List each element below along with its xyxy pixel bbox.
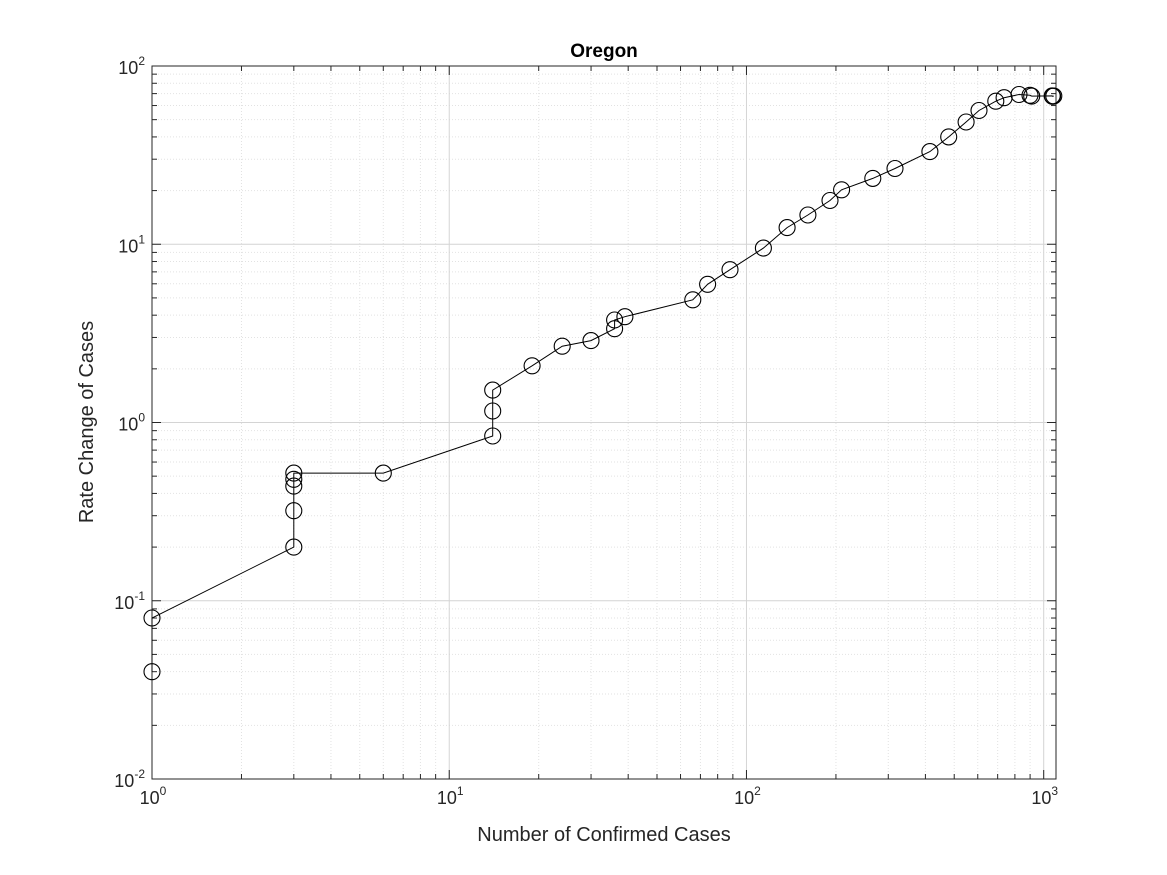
data-point <box>143 663 161 681</box>
data-point <box>1010 85 1028 104</box>
x-tick-label: 100 <box>140 784 167 808</box>
data-point <box>285 538 303 556</box>
data-point <box>374 464 392 482</box>
y-tick-label: 100 <box>118 411 145 435</box>
x-tick-label: 102 <box>734 784 761 808</box>
series-markers <box>143 85 1063 681</box>
x-tick-labels: 100 101 102 103 <box>140 784 1059 808</box>
data-point <box>606 311 624 329</box>
y-tick-label: 101 <box>118 232 145 256</box>
x-tick-label: 101 <box>437 784 464 808</box>
data-point <box>606 320 624 338</box>
data-point <box>799 206 817 224</box>
data-point <box>285 464 303 482</box>
data-point <box>285 477 303 495</box>
data-point <box>553 337 571 355</box>
data-point <box>833 181 851 199</box>
data-point <box>143 609 161 627</box>
data-point <box>957 113 975 131</box>
data-point <box>1045 87 1063 105</box>
minor-grid <box>152 66 1056 779</box>
axes <box>151 65 1057 780</box>
data-point <box>523 357 541 375</box>
data-point <box>1021 86 1039 104</box>
data-point <box>684 291 702 309</box>
y-tick-label: 10-1 <box>114 589 145 613</box>
data-point <box>864 169 882 187</box>
data-point <box>940 128 958 146</box>
y-tick-label: 10-2 <box>114 767 145 791</box>
data-point <box>886 159 904 178</box>
data-point <box>484 381 502 399</box>
data-point <box>616 308 634 326</box>
x-tick-label: 103 <box>1031 784 1058 808</box>
chart-title: Oregon <box>570 41 638 62</box>
y-axis-label: Rate Change of Cases <box>76 321 98 523</box>
data-point <box>285 470 303 488</box>
y-tick-label: 102 <box>118 54 145 78</box>
data-point <box>484 402 502 420</box>
series-line <box>151 93 1054 672</box>
data-point <box>721 261 739 279</box>
data-point <box>1023 87 1041 105</box>
data-point <box>778 219 796 237</box>
data-point <box>484 427 502 445</box>
x-axis-label: Number of Confirmed Cases <box>477 824 730 846</box>
data-point <box>987 92 1005 110</box>
data-point <box>699 275 717 293</box>
y-tick-labels: 10-2 10-1 100 101 102 <box>114 54 145 791</box>
data-point <box>821 191 839 210</box>
data-point <box>921 143 939 161</box>
data-point <box>754 239 772 257</box>
data-point <box>582 332 600 350</box>
data-point <box>285 502 303 520</box>
axes-box <box>151 65 1057 780</box>
data-point <box>970 101 988 120</box>
